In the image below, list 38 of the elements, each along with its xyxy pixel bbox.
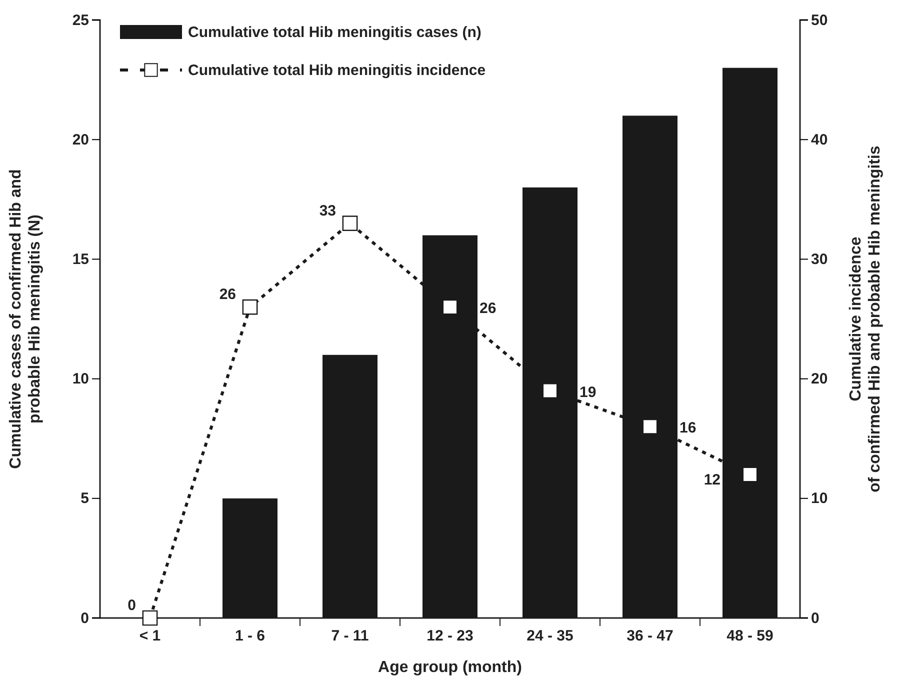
y-tick-label: 5 <box>80 490 89 508</box>
legend-label: Cumulative total Hib meningitis incidence <box>188 62 486 79</box>
y-tick-label: 0 <box>80 610 89 627</box>
x-tick-label: 7 - 11 <box>331 628 369 644</box>
y-tick-label: 20 <box>72 131 89 148</box>
x-tick-label: 36 - 47 <box>626 628 674 644</box>
x-tick-label: 1 - 6 <box>234 628 266 644</box>
y2-tick-label: 20 <box>811 370 828 388</box>
point <box>442 299 458 315</box>
point <box>142 610 158 626</box>
y2-tick-label: 0 <box>811 610 820 627</box>
data-label: 19 <box>580 384 596 401</box>
x-tick-label: 48 - 59 <box>726 628 774 644</box>
x-tick-label: 24 - 35 <box>526 628 574 644</box>
y-tick-label: 10 <box>72 370 89 388</box>
y2-tick-label: 30 <box>811 251 828 268</box>
y-tick-label: 15 <box>72 251 89 268</box>
data-label: 33 <box>319 202 336 220</box>
point <box>342 216 358 231</box>
y2-tick-label: 10 <box>811 490 828 508</box>
x-tick-label: 12 - 23 <box>426 628 474 644</box>
y-axis-title: Cumulative cases of confirmed Hib and probable Hib meningitis (N) <box>8 169 44 469</box>
point <box>542 383 558 398</box>
data-label: 26 <box>219 286 236 304</box>
point <box>742 466 758 482</box>
y-tick-label: 25 <box>72 12 89 29</box>
data-label: 0 <box>128 597 136 614</box>
data-label: 16 <box>680 420 696 437</box>
point <box>642 418 658 434</box>
y2-tick-label: 40 <box>811 131 828 148</box>
x-axis-title: Age group (month) <box>378 659 522 676</box>
legend-label: Cumulative total Hib meningitis cases (n) <box>188 24 482 41</box>
x-tick-label: < 1 <box>139 628 161 644</box>
y2-axis-title: Cumulative incidence of confirmed Hib and probable Hib meningitis <box>848 146 884 492</box>
data-label: 26 <box>480 300 496 318</box>
data-label: 12 <box>704 471 720 488</box>
y2-tick-label: 50 <box>811 12 828 29</box>
point <box>242 299 258 315</box>
